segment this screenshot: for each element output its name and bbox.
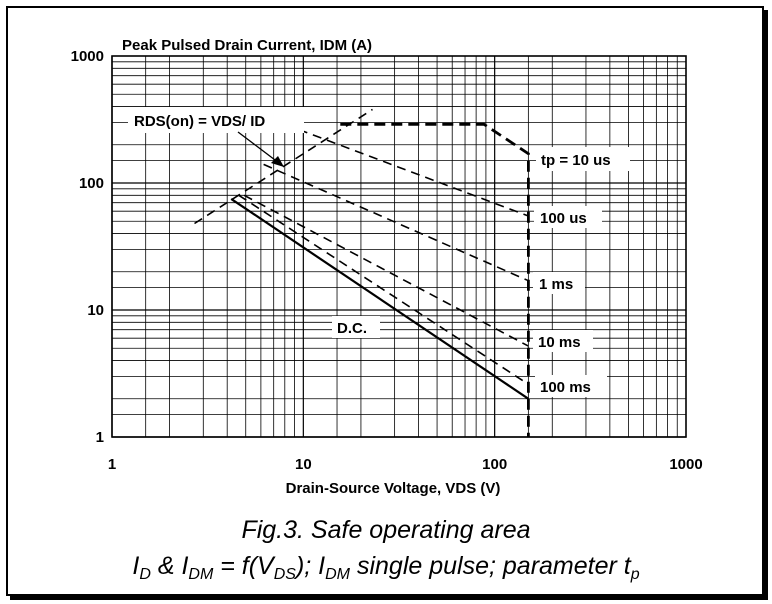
- rdson-label-bg: [128, 107, 304, 133]
- rdson-arrow-line: [237, 131, 280, 164]
- y-tick-label: 100: [79, 175, 104, 192]
- dc-label-bg: [332, 316, 380, 338]
- dc-label: D.C.: [337, 320, 367, 337]
- caption-i: I: [132, 552, 139, 580]
- us100-label-bg: [534, 206, 602, 228]
- tp10-label-bg: [536, 147, 630, 171]
- x-tick-label: 1000: [669, 456, 702, 473]
- caption-line-1: Fig.3. Safe operating area: [241, 516, 530, 544]
- caption-sub-p: p: [630, 566, 640, 583]
- plot-border: [111, 55, 687, 438]
- series-lines: [194, 108, 530, 437]
- caption-rest: single pulse; parameter t: [350, 552, 632, 580]
- y-tick-label: 10: [87, 302, 104, 319]
- ms100-label-bg: [535, 375, 607, 397]
- caption-line-2: ID & IDM = f(VDS); IDM single pulse; par…: [132, 552, 639, 583]
- caption-eq: = f(V: [213, 552, 276, 580]
- axes: 1 10 100 1000 1 10 100 1000: [71, 48, 703, 473]
- rdson-label: RDS(on) = VDS/ ID: [134, 113, 265, 130]
- chart-title: Peak Pulsed Drain Current, IDM (A): [122, 37, 372, 54]
- caption-sub-ds: DS: [274, 566, 297, 583]
- caption-sub-dm1: DM: [188, 566, 214, 583]
- series-line-d-c: [230, 197, 530, 400]
- tp10-label: tp = 10 us: [541, 152, 611, 169]
- series-line-10-ms: [243, 194, 529, 347]
- series-line-1-ms: [263, 163, 529, 282]
- ms100-label: 100 ms: [540, 379, 591, 396]
- y-tick-label: 1: [96, 429, 104, 446]
- x-tick-label: 10: [295, 456, 312, 473]
- rdson-arrow-head: [271, 156, 284, 167]
- annotations: RDS(on) = VDS/ ID tp = 10 us 100 us 1 ms…: [128, 107, 630, 397]
- figure-frame: [6, 6, 764, 596]
- x-axis-label: Drain-Source Voltage, VDS (V): [286, 480, 501, 497]
- x-tick-label: 100: [482, 456, 507, 473]
- ms1-label-bg: [533, 272, 585, 294]
- caption-sub-dm2: DM: [325, 566, 351, 583]
- series-line-tp-10-us: [340, 122, 530, 437]
- series-line-100-us: [284, 123, 529, 217]
- us100-label: 100 us: [540, 210, 587, 227]
- ms10-label-bg: [533, 330, 593, 352]
- series-line-100-ms: [238, 194, 529, 385]
- caption-sub-d: D: [139, 566, 151, 583]
- caption-amp: & I: [151, 552, 189, 580]
- ms1-label: 1 ms: [539, 276, 573, 293]
- ms10-label: 10 ms: [538, 334, 581, 351]
- y-tick-label: 1000: [71, 48, 104, 65]
- caption-semi: ); I: [293, 552, 325, 580]
- x-tick-label: 1: [108, 456, 116, 473]
